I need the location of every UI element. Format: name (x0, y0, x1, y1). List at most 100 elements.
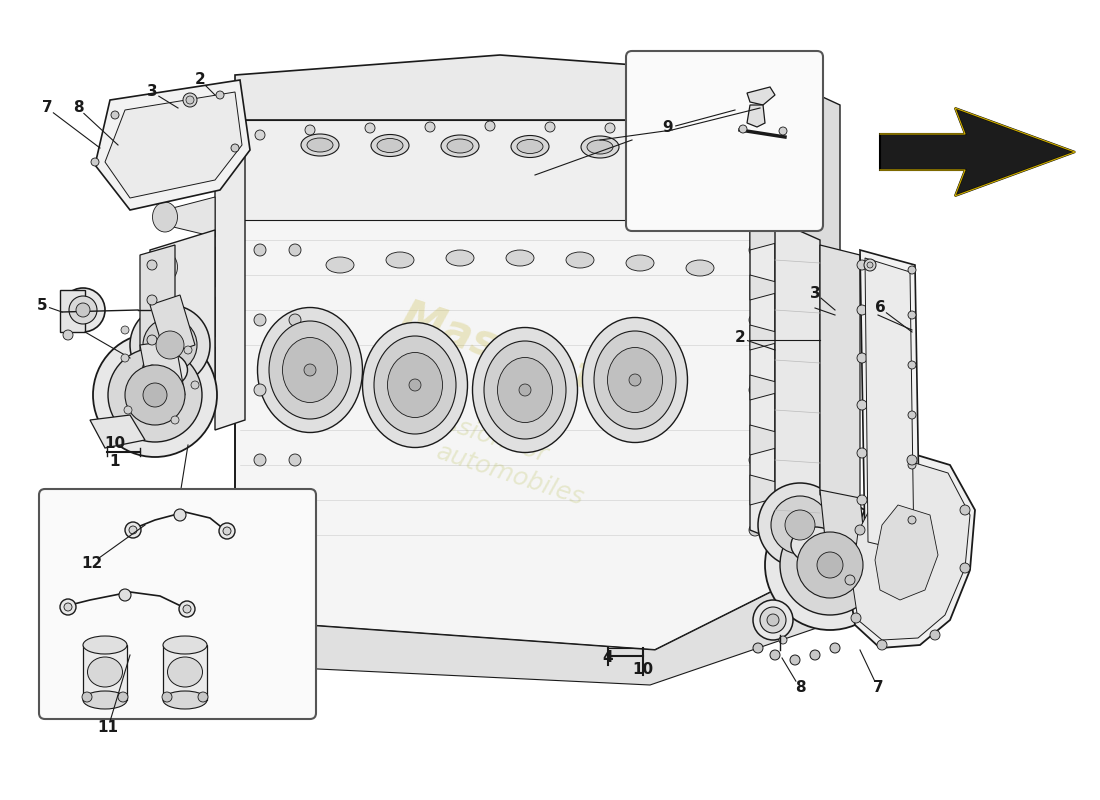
Text: 2: 2 (735, 330, 746, 346)
Circle shape (771, 496, 829, 554)
Circle shape (960, 563, 970, 573)
Polygon shape (848, 450, 975, 648)
Ellipse shape (497, 358, 552, 422)
Ellipse shape (143, 353, 187, 387)
Ellipse shape (82, 636, 126, 654)
Ellipse shape (651, 137, 689, 158)
Circle shape (130, 305, 210, 385)
Circle shape (125, 365, 185, 425)
Circle shape (143, 318, 197, 372)
Polygon shape (95, 80, 250, 210)
Circle shape (255, 130, 265, 140)
Circle shape (111, 111, 119, 119)
Circle shape (223, 527, 231, 535)
Circle shape (851, 613, 861, 623)
Circle shape (121, 354, 129, 362)
Polygon shape (163, 645, 207, 700)
Circle shape (749, 244, 761, 256)
Circle shape (779, 127, 786, 135)
Circle shape (857, 495, 867, 505)
Ellipse shape (363, 322, 468, 447)
Polygon shape (820, 490, 865, 545)
Circle shape (231, 144, 239, 152)
Circle shape (76, 303, 90, 317)
Circle shape (409, 379, 421, 391)
Circle shape (254, 384, 266, 396)
Ellipse shape (377, 138, 403, 153)
Polygon shape (776, 75, 840, 590)
Polygon shape (165, 347, 214, 387)
Circle shape (147, 365, 157, 375)
Ellipse shape (447, 139, 473, 153)
Polygon shape (240, 120, 776, 220)
Circle shape (908, 516, 916, 524)
Polygon shape (165, 147, 214, 187)
Polygon shape (880, 108, 1075, 196)
Ellipse shape (167, 657, 202, 687)
Circle shape (760, 130, 770, 140)
Polygon shape (165, 197, 214, 237)
Circle shape (289, 314, 301, 326)
Circle shape (183, 93, 197, 107)
Polygon shape (750, 375, 780, 400)
Circle shape (930, 630, 940, 640)
Circle shape (780, 515, 880, 615)
Circle shape (485, 121, 495, 131)
Polygon shape (150, 295, 195, 355)
Circle shape (908, 361, 916, 369)
Circle shape (785, 510, 815, 540)
Circle shape (725, 127, 735, 137)
Ellipse shape (566, 252, 594, 268)
Circle shape (790, 655, 800, 665)
Polygon shape (235, 55, 776, 120)
Circle shape (305, 125, 315, 135)
Circle shape (64, 603, 72, 611)
Circle shape (739, 125, 747, 133)
Circle shape (119, 589, 131, 601)
Circle shape (147, 335, 157, 345)
Text: 8: 8 (794, 681, 805, 695)
Ellipse shape (307, 138, 333, 152)
Polygon shape (214, 140, 245, 430)
Ellipse shape (387, 353, 442, 418)
Circle shape (216, 91, 224, 99)
Ellipse shape (88, 657, 122, 687)
Circle shape (629, 374, 641, 386)
Text: 4: 4 (603, 650, 614, 666)
Text: 3: 3 (810, 286, 821, 301)
Circle shape (764, 500, 895, 630)
Circle shape (908, 411, 916, 419)
Circle shape (666, 125, 675, 135)
Circle shape (779, 636, 786, 644)
Circle shape (754, 600, 793, 640)
Circle shape (60, 599, 76, 615)
Circle shape (63, 330, 73, 340)
Polygon shape (165, 297, 214, 337)
Circle shape (108, 348, 202, 442)
Ellipse shape (583, 318, 688, 442)
Ellipse shape (153, 152, 177, 182)
Polygon shape (235, 585, 840, 685)
Circle shape (69, 296, 97, 324)
Bar (60, 290, 85, 332)
Circle shape (749, 314, 761, 326)
Circle shape (857, 353, 867, 363)
Circle shape (764, 314, 776, 326)
Circle shape (254, 314, 266, 326)
Ellipse shape (257, 307, 363, 433)
Circle shape (960, 505, 970, 515)
Ellipse shape (587, 140, 613, 154)
Ellipse shape (791, 527, 839, 563)
Polygon shape (165, 247, 214, 287)
Circle shape (170, 416, 179, 424)
Circle shape (124, 406, 132, 414)
Circle shape (749, 454, 761, 466)
Ellipse shape (374, 336, 456, 434)
Text: automobiles: automobiles (433, 440, 587, 510)
Circle shape (749, 524, 761, 536)
Circle shape (817, 552, 843, 578)
Polygon shape (747, 105, 764, 127)
Circle shape (125, 522, 141, 538)
Circle shape (162, 692, 172, 702)
Circle shape (156, 331, 184, 359)
